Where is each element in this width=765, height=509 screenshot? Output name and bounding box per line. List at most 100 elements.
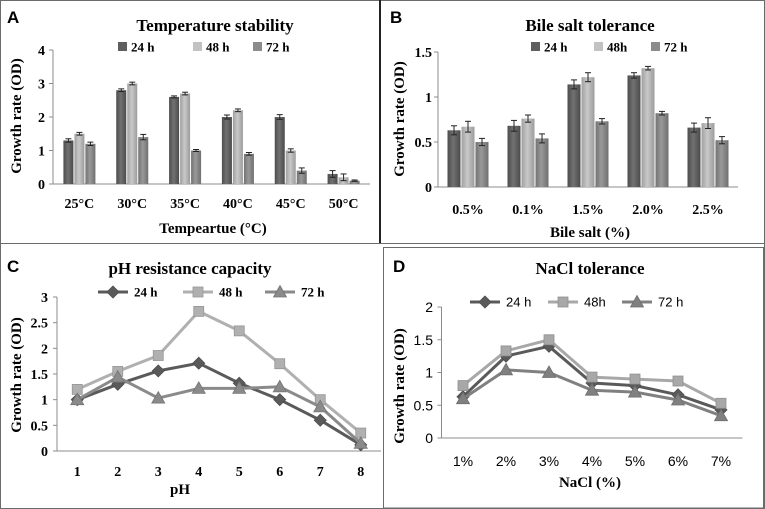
point-24-h-4 [192, 356, 206, 370]
point-72-h-5 [627, 384, 643, 398]
point-48h-2 [500, 345, 512, 357]
legend-label-48-h: 48 h [219, 285, 243, 300]
error-bar-24-h-0-1 [511, 119, 517, 132]
x-tick-label-50-c: 50°C [329, 197, 359, 212]
bar-48-h-40-c [232, 110, 243, 184]
point-72-h-6 [670, 392, 686, 406]
y-tick-label-1-5: 1.5 [414, 332, 434, 348]
x-tick-label-6: 6 [276, 465, 283, 480]
point-48h-6 [672, 375, 684, 387]
legend-label-72-h: 72 h [266, 40, 290, 55]
bar-48-h-30-c [127, 83, 138, 184]
error-bar-24-h-2-5 [691, 122, 697, 133]
legend-swatch-48-h [193, 42, 202, 51]
legend-entry-72-h: 72 h [265, 285, 325, 300]
y-tick-label-0: 0 [41, 445, 48, 460]
error-bar-72-h-30-c [140, 133, 147, 141]
x-tick-label-8: 8 [357, 465, 364, 480]
legend-marker-48h [557, 296, 569, 308]
y-tick-label-2: 2 [38, 111, 45, 126]
y-tick-label-3: 3 [41, 291, 48, 306]
point-72-h-1 [70, 392, 85, 406]
point-72-h-5 [232, 381, 247, 394]
panel-b: B Bile salt tolerance Growth rate (OD) Bile… [390, 8, 738, 241]
panel-label: D [393, 257, 405, 276]
bar-24-h-2-5 [687, 127, 701, 187]
series-48-h [71, 305, 367, 439]
x-tick-label-5: 5 [236, 465, 243, 480]
legend-entry-72-h: 72 h [651, 40, 688, 55]
bar-72-h-30-c [138, 137, 149, 184]
legend-swatch-72-h [253, 42, 262, 51]
y-tick-label-0: 0 [425, 430, 433, 446]
legend-label-48-h: 48 h [206, 40, 230, 55]
point-48h-3 [543, 334, 555, 346]
bar-24-h-2-0 [627, 75, 641, 187]
error-bar-24-h-30-c [118, 88, 125, 93]
point-48h-4 [586, 371, 598, 383]
x-tick-label-2-5: 2.5% [692, 203, 724, 218]
error-bar-48h-0-5 [465, 120, 471, 133]
y-axis-title: Growth rate (OD) [9, 317, 25, 433]
x-tick-label-3: 3% [539, 453, 559, 469]
bar-72-h-25-c [85, 143, 96, 184]
x-tick-label-6: 6% [668, 453, 688, 469]
legend-entry-48h: 48h [548, 295, 606, 310]
legend-entry-48-h: 48 h [193, 40, 230, 55]
y-tick-label-2: 2 [41, 342, 48, 357]
legend-label-72-h: 72 h [301, 285, 325, 300]
y-tick-label-3: 3 [38, 78, 45, 93]
x-tick-label-2-0: 2.0% [632, 203, 664, 218]
bar-72-h-1-5 [595, 121, 609, 187]
bar-24-h-0-1 [507, 125, 521, 187]
point-72-h-2 [110, 369, 125, 383]
legend-marker-72-h [272, 284, 288, 298]
legend-entry-24-h: 24 h [98, 285, 158, 300]
x-tick-label-4: 4 [195, 465, 202, 480]
error-bar-24-h-40-c [223, 114, 230, 120]
error-bar-48h-1-5 [585, 72, 591, 83]
error-bar-48-h-25-c [76, 131, 83, 136]
point-48-h-5 [233, 325, 245, 337]
x-axis-title: pH [170, 482, 190, 498]
y-tick-label-1-5: 1.5 [31, 368, 49, 383]
bar-72-h-45-c [296, 170, 307, 184]
y-tick-label-2-5: 2.5 [31, 317, 49, 332]
y-tick-label-0-5: 0.5 [415, 136, 433, 151]
x-tick-label-35-c: 35°C [170, 197, 200, 212]
legend-marker-72-h [629, 294, 645, 308]
error-bar-24-h-0-5 [451, 125, 457, 136]
series-line-48-h [75, 309, 363, 435]
bar-48-h-45-c [285, 150, 296, 184]
y-tick-label-1-5: 1.5 [415, 46, 433, 61]
error-bar-48-h-40-c [234, 108, 241, 113]
error-bar-72-h-0-5 [479, 137, 485, 147]
error-bar-48-h-45-c [287, 148, 294, 153]
bar-24-h-35-c [169, 96, 180, 184]
y-axis-title: Growth rate (OD) [9, 58, 25, 174]
point-48h-7 [715, 397, 727, 409]
error-bar-72-h-50-c [351, 179, 358, 182]
error-bar-72-h-25-c [87, 141, 94, 146]
error-bar-72-h-2-0 [659, 110, 665, 116]
series-72-h [70, 369, 368, 449]
y-axis-title: Growth rate (OD) [392, 61, 408, 177]
point-48h-1 [457, 380, 469, 392]
point-72-h-4 [191, 381, 206, 394]
bar-72-h-50-c [349, 180, 360, 184]
series-line-72-h [75, 375, 363, 445]
panel-label: C [7, 257, 19, 276]
bar-48h-0-5 [461, 126, 475, 187]
error-bar-48h-2-0 [645, 65, 651, 71]
y-tick-label-0-5: 0.5 [31, 419, 49, 434]
error-bar-72-h-40-c [245, 152, 252, 156]
legend-label-24-h: 24 h [544, 40, 568, 55]
legend-entry-72-h: 72 h [622, 295, 683, 310]
x-tick-label-3: 3 [155, 465, 162, 480]
y-tick-label-2: 2 [425, 299, 433, 315]
error-bar-48h-2-5 [705, 117, 711, 129]
error-bar-72-h-1-5 [599, 118, 605, 125]
y-axis-title: Growth rate (OD) [392, 328, 408, 444]
legend-label-72-h: 72 h [664, 40, 688, 55]
